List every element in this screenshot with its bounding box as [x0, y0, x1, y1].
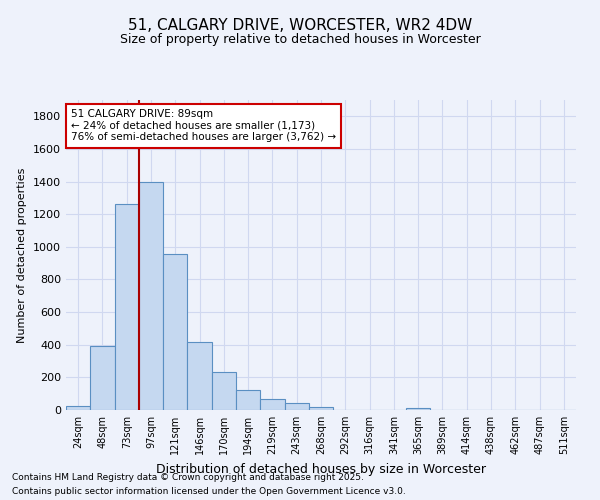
Text: Size of property relative to detached houses in Worcester: Size of property relative to detached ho…: [119, 32, 481, 46]
Bar: [115, 204, 139, 410]
Text: Contains public sector information licensed under the Open Government Licence v3: Contains public sector information licen…: [12, 488, 406, 496]
Bar: [284, 402, 309, 410]
Y-axis label: Number of detached properties: Number of detached properties: [17, 168, 28, 342]
Text: 51 CALGARY DRIVE: 89sqm
← 24% of detached houses are smaller (1,173)
76% of semi: 51 CALGARY DRIVE: 89sqm ← 24% of detache…: [71, 110, 336, 142]
X-axis label: Distribution of detached houses by size in Worcester: Distribution of detached houses by size …: [156, 462, 486, 475]
Bar: [260, 398, 284, 410]
Bar: [236, 390, 260, 410]
Bar: [163, 254, 187, 410]
Bar: [187, 342, 212, 410]
Text: 51, CALGARY DRIVE, WORCESTER, WR2 4DW: 51, CALGARY DRIVE, WORCESTER, WR2 4DW: [128, 18, 472, 32]
Bar: [139, 182, 163, 410]
Bar: [309, 406, 333, 410]
Bar: [66, 406, 90, 410]
Text: Contains HM Land Registry data © Crown copyright and database right 2025.: Contains HM Land Registry data © Crown c…: [12, 472, 364, 482]
Bar: [212, 372, 236, 410]
Bar: [90, 346, 115, 410]
Bar: [406, 408, 430, 410]
